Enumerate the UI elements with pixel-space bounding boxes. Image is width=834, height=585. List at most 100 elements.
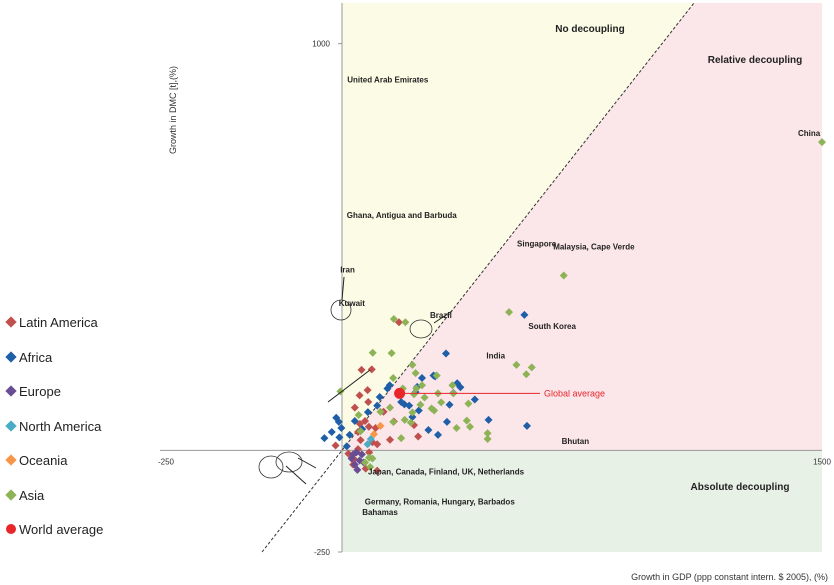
data-point-asia — [466, 422, 474, 431]
data-point-latin-america — [357, 365, 366, 374]
data-point-asia — [448, 381, 457, 390]
data-point-asia — [368, 454, 377, 463]
data-point-asia — [505, 308, 514, 317]
data-point-asia — [464, 399, 473, 408]
data-point-north-america — [366, 434, 375, 443]
data-point-africa — [470, 395, 479, 404]
data-point-africa — [350, 417, 359, 426]
data-point-asia — [389, 314, 398, 323]
germany-highlight — [258, 455, 284, 479]
data-point-latin-america — [414, 432, 423, 441]
legend-label: Oceania — [19, 453, 68, 468]
data-point-oceania — [370, 430, 378, 439]
data-point-latin-america — [363, 386, 372, 395]
data-point-latin-america — [386, 435, 394, 444]
japan-highlight — [275, 451, 303, 473]
data-point-africa — [332, 413, 341, 422]
legend-label: Asia — [19, 487, 45, 503]
chart-legend: Latin America Africa Europe North America Oc… — [4, 314, 154, 556]
point-label: Iran — [340, 265, 355, 274]
data-point-africa — [405, 401, 414, 410]
coupling-line — [261, 2, 695, 553]
point-label: China — [798, 129, 821, 138]
data-point-asia — [818, 138, 826, 147]
ghana-leader — [341, 276, 345, 301]
legend-label: World average — [19, 522, 104, 537]
legend-item: Europe — [4, 383, 154, 418]
region-relative-decoupling — [342, 3, 822, 451]
data-point-europe — [353, 465, 362, 474]
legend-label: North America — [19, 418, 102, 434]
data-point-asia — [354, 410, 363, 419]
data-point-asia — [430, 406, 439, 415]
data-point-africa — [424, 426, 433, 434]
region-labels: No decoupling Relative decoupling Absolute… — [555, 24, 802, 493]
region-absolute-decoupling — [342, 450, 822, 552]
legend-label: Latin America — [19, 315, 98, 330]
point-annotations: OmanUnited Arab EmiratesChinaSingaporeMa… — [258, 75, 821, 517]
data-point-asia — [397, 434, 406, 443]
point-label: Brazil — [430, 311, 452, 320]
data-point-asia — [483, 434, 492, 443]
data-point-asia — [386, 403, 394, 412]
legend-item: Oceania — [4, 452, 154, 487]
data-point-latin-america — [356, 436, 365, 445]
data-point-asia — [432, 371, 441, 380]
data-point-asia — [389, 373, 398, 382]
point-label: Bhutan — [562, 437, 590, 446]
y-axis-label: Growth in DMC [t],(%) — [168, 66, 178, 154]
data-point-africa — [335, 433, 344, 442]
data-point-africa — [418, 373, 426, 382]
malaysia-leader — [433, 310, 453, 324]
data-point-africa — [484, 415, 493, 424]
point-label: United Arab Emirates — [347, 75, 429, 84]
data-point-africa — [342, 442, 351, 451]
data-point-asia — [462, 416, 471, 425]
data-point-africa — [337, 423, 346, 432]
data-point-asia — [411, 369, 420, 378]
data-point-latin-america — [394, 318, 403, 327]
data-point-asia — [412, 384, 421, 393]
data-point-africa — [375, 393, 384, 402]
data-point-asia — [408, 408, 417, 417]
point-label: Japan, Canada, Finland, UK, Netherlands — [368, 468, 525, 477]
legend-item: Asia — [4, 487, 154, 522]
data-point-asia — [366, 463, 375, 472]
data-point-north-america — [363, 440, 372, 449]
data-point-africa — [522, 421, 531, 430]
diamond-marker-icon — [5, 488, 17, 501]
data-point-africa — [408, 412, 417, 421]
data-point-oceania — [376, 421, 385, 430]
data-point-latin-america — [361, 417, 370, 426]
point-label: Ghana, Antigua and Barbuda — [347, 211, 457, 220]
region-label: Relative decoupling — [708, 55, 802, 66]
legend-item: World average — [4, 521, 154, 556]
brazil-leader — [327, 369, 371, 403]
data-point-asia — [389, 417, 398, 426]
data-point-asia — [336, 387, 345, 396]
point-label: South Korea — [528, 322, 576, 331]
data-point-africa — [327, 428, 336, 437]
data-point-asia — [361, 458, 370, 467]
data-point-africa — [445, 400, 454, 409]
data-point-africa — [363, 408, 372, 417]
data-point-latin-america — [364, 422, 373, 431]
data-point-asia — [416, 400, 425, 409]
data-point-europe — [357, 450, 366, 459]
diamond-marker-icon — [5, 454, 17, 466]
legend-item: Latin America — [4, 314, 154, 349]
global-average-label: Global average — [544, 388, 605, 398]
y-tick-label: 1000 — [312, 40, 330, 49]
data-point-asia — [401, 318, 410, 327]
malaysia-highlight — [409, 319, 433, 339]
x-tick-label: -250 — [158, 457, 175, 466]
data-point-asia — [527, 363, 536, 372]
data-point-africa — [456, 383, 465, 392]
point-label: Malaysia, Cape Verde — [553, 242, 635, 251]
data-point-asia — [437, 398, 446, 407]
data-point-latin-america — [350, 403, 359, 412]
data-point-asia — [408, 360, 417, 369]
data-point-africa — [442, 417, 451, 426]
data-point-asia — [420, 393, 429, 402]
